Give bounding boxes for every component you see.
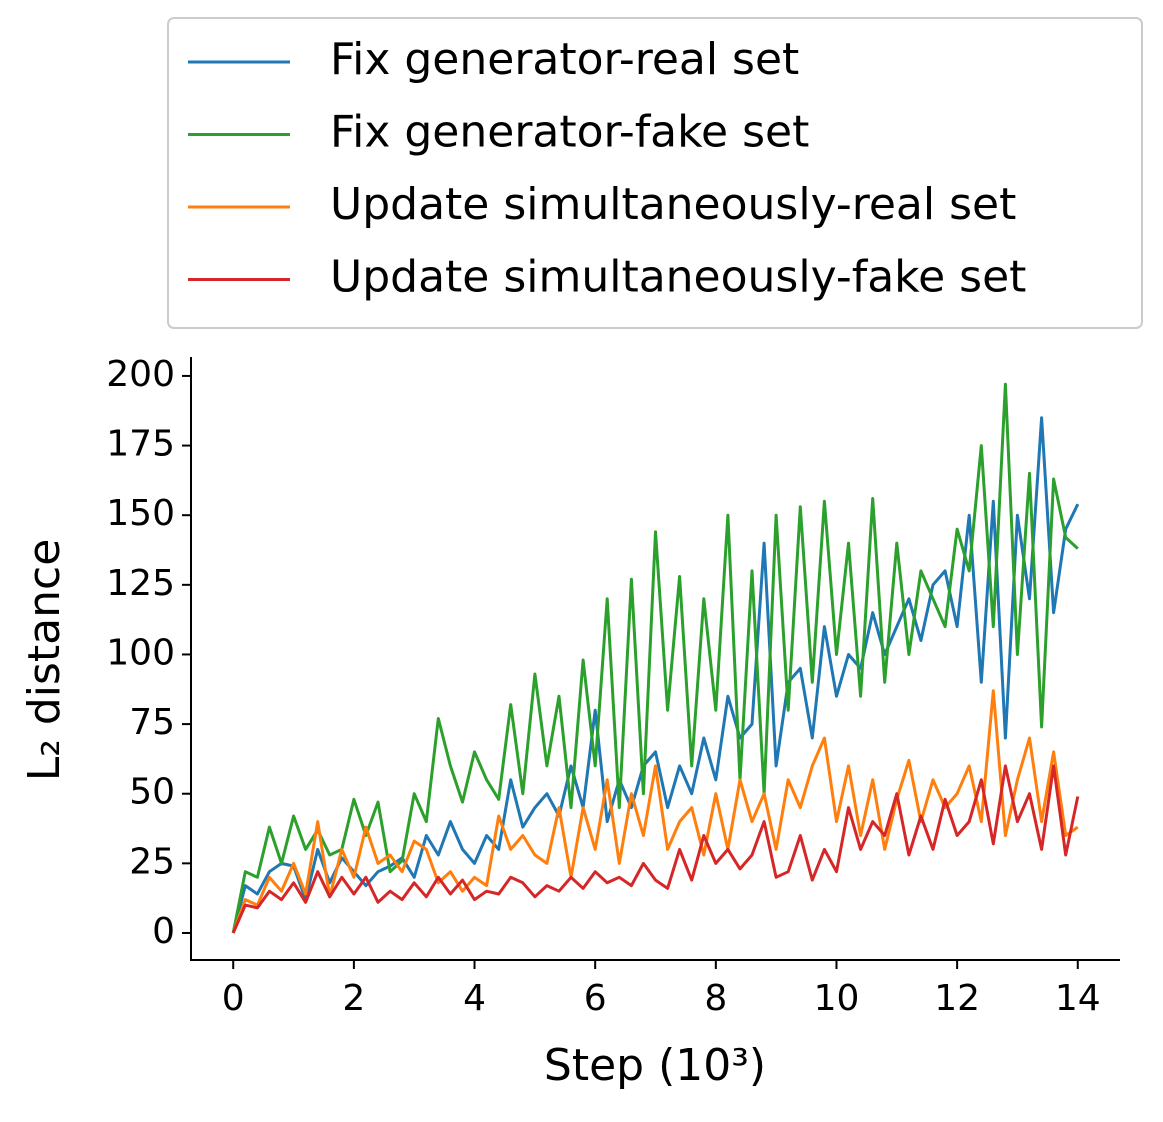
x-tick-label: 10 [814, 978, 860, 1019]
legend-label: Update simultaneously-fake set [330, 252, 1026, 303]
x-tick-label: 0 [222, 978, 245, 1019]
x-axis-label: Step (10³) [544, 1040, 766, 1091]
series-line [231, 382, 1079, 934]
series-line [231, 416, 1080, 934]
x-tick-label: 6 [584, 978, 607, 1019]
legend-box [167, 17, 1143, 329]
y-tick-label: 175 [106, 424, 175, 465]
x-tick-label: 14 [1055, 978, 1101, 1019]
y-tick-label: 75 [129, 702, 175, 743]
y-tick-label: 50 [129, 772, 175, 813]
series-line [231, 689, 1079, 934]
y-tick-label: 0 [152, 911, 175, 952]
legend-label: Update simultaneously-real set [330, 179, 1016, 230]
x-tick-label: 8 [704, 978, 727, 1019]
series-line [231, 764, 1080, 934]
y-tick-label: 150 [106, 493, 175, 534]
x-tick-label: 12 [934, 978, 980, 1019]
y-tick-label: 200 [106, 354, 175, 395]
x-tick-label: 4 [463, 978, 486, 1019]
y-tick-label: 25 [129, 841, 175, 882]
legend-label: Fix generator-fake set [330, 107, 809, 158]
x-tick-label: 2 [342, 978, 365, 1019]
y-axis-label: L₂ distance [19, 539, 70, 782]
y-tick-label: 125 [106, 563, 175, 604]
y-tick-label: 100 [106, 632, 175, 673]
legend-label: Fix generator-real set [330, 34, 799, 85]
